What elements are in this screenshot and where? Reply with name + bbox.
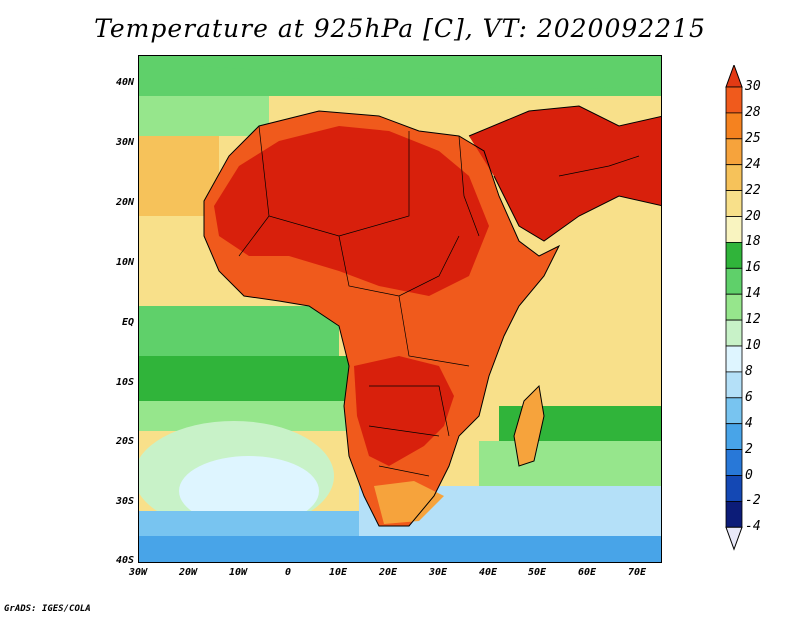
africa-coastline xyxy=(203,110,561,527)
chart-title: Temperature at 925hPa [C], VT: 202009221… xyxy=(94,14,706,43)
lon-label-30e: 30E xyxy=(428,567,448,578)
south-atlantic-band-1 xyxy=(139,356,359,406)
arabia-coastline xyxy=(468,105,661,242)
colorbar-cell xyxy=(725,267,743,295)
lat-label-40s: 40S xyxy=(115,555,134,566)
colorbar-label: 20 xyxy=(745,208,761,224)
lon-label-40e: 40E xyxy=(478,567,498,578)
lat-label-eq: EQ xyxy=(121,317,134,328)
southern-ocean-deep xyxy=(139,536,661,562)
colorbar-cell xyxy=(725,86,743,114)
sahara-hot-core xyxy=(214,126,489,296)
colorbar-cell xyxy=(725,241,743,269)
southern-africa-hot-core xyxy=(354,356,454,466)
colorbar-label: 18 xyxy=(745,234,761,250)
colorbar xyxy=(725,65,743,551)
lat-label-30n: 30N xyxy=(115,137,134,148)
colorbar-label: 16 xyxy=(745,260,761,276)
colorbar-cell xyxy=(725,500,743,528)
colorbar-label: 10 xyxy=(745,338,761,353)
lon-label-0: 0 xyxy=(284,567,292,578)
lon-label-10w: 10W xyxy=(228,567,248,578)
gulf-guinea-band xyxy=(139,306,339,356)
lon-label-70e: 70E xyxy=(627,567,647,578)
colorbar-cell xyxy=(725,138,743,166)
colorbar-cell xyxy=(725,164,743,191)
lon-label-50e: 50E xyxy=(527,567,547,578)
colorbar-label: 14 xyxy=(745,286,761,302)
colorbar-cell xyxy=(725,190,743,217)
colorbar-cell xyxy=(725,319,743,347)
temperature-map xyxy=(138,55,662,563)
colorbar-label: 22 xyxy=(745,182,761,198)
colorbar-label: -2 xyxy=(745,493,761,509)
colorbar-label: 4 xyxy=(745,415,753,431)
lat-label-20n: 20N xyxy=(115,197,134,208)
colorbar-cell xyxy=(725,475,743,502)
colorbar-top-triangle xyxy=(725,65,743,88)
madagascar-coastline xyxy=(513,384,545,467)
lon-label-30w: 30W xyxy=(128,567,148,578)
south-atlantic-cold-core xyxy=(179,456,319,526)
lat-label-40n: 40N xyxy=(115,77,134,88)
colorbar-cell xyxy=(725,371,743,399)
colorbar-cell xyxy=(725,423,743,451)
arabia-land xyxy=(469,106,661,241)
colorbar-label: 12 xyxy=(745,312,761,328)
north-atlantic-band xyxy=(139,96,269,136)
colorbar-cell xyxy=(725,112,743,140)
lat-label-30s: 30S xyxy=(115,496,134,507)
colorbar-cell xyxy=(725,216,743,243)
lat-label-20s: 20S xyxy=(115,436,134,447)
colorbar-label: 28 xyxy=(745,104,761,120)
colorbar-label: 25 xyxy=(745,130,761,146)
lon-label-20e: 20E xyxy=(378,567,398,578)
colorbar-label: 6 xyxy=(745,389,753,405)
lon-label-60e: 60E xyxy=(577,567,597,578)
colorbar-label: 8 xyxy=(745,363,753,379)
map-canvas xyxy=(139,56,661,562)
colorbar-cell xyxy=(725,293,743,321)
lat-label-10n: 10N xyxy=(115,257,134,268)
colorbar-label: 2 xyxy=(745,441,753,457)
credit-text: GrADS: IGES/COLA xyxy=(4,604,91,614)
south-africa-mild xyxy=(374,481,444,524)
indian-ocean-lightgreen xyxy=(479,441,661,486)
colorbar-label: 30 xyxy=(745,79,761,94)
lat-label-10s: 10S xyxy=(115,377,134,388)
lon-label-10e: 10E xyxy=(328,567,348,578)
colorbar-cell xyxy=(725,449,743,476)
colorbar-cell xyxy=(725,345,743,373)
colorbar-label: 24 xyxy=(745,156,761,172)
lon-label-20w: 20W xyxy=(178,567,198,578)
madagascar-land xyxy=(514,386,544,466)
colorbar-label: -4 xyxy=(745,519,761,535)
country-borders xyxy=(238,125,640,477)
colorbar-label: 0 xyxy=(745,467,753,483)
colorbar-bottom-triangle xyxy=(725,526,743,551)
colorbar-cell xyxy=(725,397,743,425)
europe-strip xyxy=(139,56,661,91)
